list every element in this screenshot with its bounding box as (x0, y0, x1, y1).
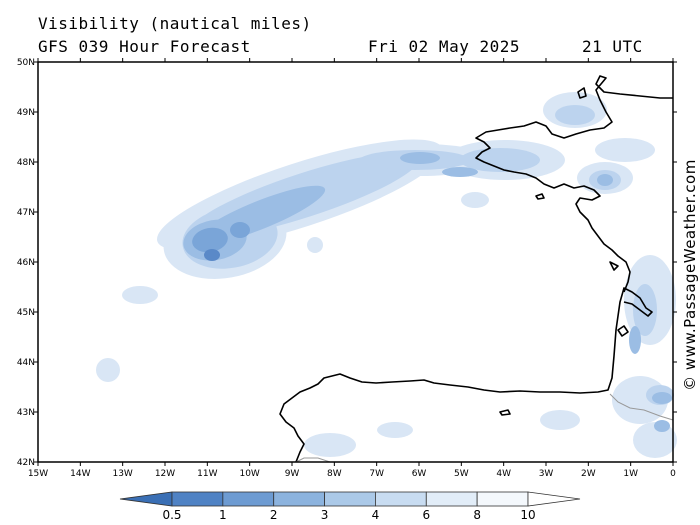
coastline-segment (475, 75, 673, 293)
lat-label: 46N (17, 258, 35, 268)
legend-swatch (476, 491, 529, 507)
low-visibility-area (597, 174, 613, 186)
lat-label: 44N (17, 358, 35, 368)
legend-label: 4 (372, 508, 380, 522)
lat-label: 47N (17, 208, 35, 218)
legend-label: 8 (473, 508, 481, 522)
coastline-segment (617, 325, 629, 337)
low-visibility-area (400, 152, 440, 164)
lon-label: 7W (369, 469, 384, 479)
legend-label: 3 (321, 508, 329, 522)
map-title: Visibility (nautical miles) (38, 14, 312, 33)
lon-label: 3W (539, 469, 554, 479)
low-visibility-area (96, 358, 120, 382)
lon-label: 0 (670, 469, 676, 479)
low-visibility-area (654, 420, 670, 432)
lon-label: 4W (496, 469, 511, 479)
lon-label: 13W (112, 469, 132, 479)
legend-swatch (171, 491, 224, 507)
legend-label: 6 (422, 508, 430, 522)
border-line (295, 457, 331, 463)
low-visibility-area (595, 138, 655, 162)
coastline-segment (279, 287, 653, 463)
lat-label: 50N (17, 58, 35, 68)
legend-arrow-high (527, 491, 581, 507)
coastline-segment (609, 261, 619, 271)
coastline-segment (535, 193, 545, 200)
legend-label: 1 (219, 508, 227, 522)
low-visibility-area (442, 167, 478, 177)
color-legend: 0.5 1 2 3 4 6 8 10 (119, 491, 581, 522)
lat-label: 49N (17, 108, 35, 118)
lon-label: 6W (412, 469, 427, 479)
legend-arrow-low (119, 491, 173, 507)
forecast-time: 21 UTC (582, 37, 643, 56)
forecast-date: Fri 02 May 2025 (368, 37, 520, 56)
lon-label: 11W (197, 469, 217, 479)
low-visibility-area (122, 286, 158, 304)
coastline (279, 75, 674, 463)
legend-swatch (425, 491, 478, 507)
forecast-label: GFS 039 Hour Forecast (38, 37, 251, 56)
low-visibility-area (192, 227, 228, 253)
low-visibility-area (230, 222, 250, 238)
lon-label: 10W (239, 469, 259, 479)
lat-label: 48N (17, 158, 35, 168)
low-visibility-area (204, 249, 220, 261)
legend-label: 0.5 (162, 508, 181, 522)
lon-label: 12W (155, 469, 175, 479)
credit-text: © www.PassageWeather.com (681, 159, 699, 391)
lat-label: 43N (17, 408, 35, 418)
low-visibility-area (307, 237, 323, 253)
coastline-segment (499, 409, 511, 416)
credit-watermark: © www.PassageWeather.com (680, 150, 700, 400)
low-visibility-area (629, 326, 641, 354)
lon-label: 8W (327, 469, 342, 479)
legend-swatch (222, 491, 275, 507)
lat-label: 42N (17, 458, 35, 468)
legend-swatch (375, 491, 427, 507)
visibility-field (96, 92, 677, 458)
lon-label: 9W (285, 469, 300, 479)
lon-label: 5W (454, 469, 469, 479)
lon-label: 14W (70, 469, 90, 479)
legend-swatch (273, 491, 325, 507)
legend-label: 2 (270, 508, 278, 522)
low-visibility-area (555, 105, 595, 125)
low-visibility-area (461, 192, 489, 208)
coastline-segment (577, 87, 587, 99)
lat-label: 45N (17, 308, 35, 318)
lon-label: 1W (623, 469, 638, 479)
low-visibility-area (377, 422, 413, 438)
lon-label: 2W (581, 469, 596, 479)
lon-label: 15W (28, 469, 48, 479)
legend-label: 10 (520, 508, 535, 522)
border-line (609, 393, 674, 421)
low-visibility-area (304, 433, 356, 457)
low-visibility-area (540, 410, 580, 430)
low-visibility-area (652, 392, 672, 404)
legend-swatch (324, 491, 376, 507)
